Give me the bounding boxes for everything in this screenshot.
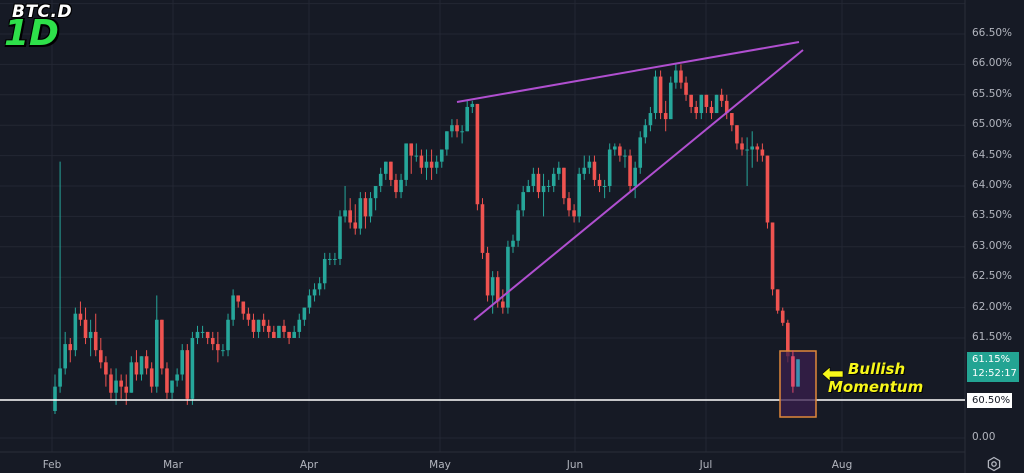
lower-trendline[interactable]: [473, 49, 804, 321]
countdown-timer: 12:52:17: [972, 368, 1017, 379]
time-tick-label: Aug: [831, 459, 853, 471]
price-tick-label: 61.50%: [972, 331, 1013, 343]
settings-gear-icon[interactable]: [986, 456, 1002, 472]
time-tick-label: May: [429, 459, 451, 471]
price-tick-label: 63.50%: [972, 209, 1013, 222]
price-tick-label: 65.50%: [972, 87, 1013, 100]
level-price-badge: 60.50%: [967, 393, 1012, 408]
candles: [53, 64, 790, 414]
current-price-badge: 61.15% 12:52:17: [967, 352, 1019, 382]
timeframe-label: 1D: [4, 13, 59, 54]
price-tick-label: 66.00%: [972, 57, 1013, 70]
price-tick-label: 64.00%: [972, 179, 1013, 191]
highlight-candles: [791, 350, 800, 393]
price-tick-label: 63.00%: [972, 239, 1013, 252]
time-tick-label: Feb: [42, 459, 62, 471]
time-tick-label: Apr: [299, 459, 319, 471]
upper-trendline[interactable]: [456, 41, 800, 103]
ticker-symbol: BTC.D: [12, 2, 73, 22]
price-tick-label: 66.50%: [972, 27, 1013, 39]
annotation-line2: Momentum: [828, 378, 924, 396]
time-tick-label: Jul: [699, 459, 713, 471]
price-tick-label: 62.50%: [972, 270, 1013, 283]
price-tick-label: 62.00%: [972, 300, 1013, 313]
price-tick-label: 0.00: [972, 431, 996, 443]
time-tick-label: Mar: [163, 459, 183, 471]
annotation-text: Bullish Momentum: [828, 360, 923, 396]
price-tick-label: 65.00%: [972, 118, 1013, 131]
annotation-line1: Bullish: [848, 360, 906, 378]
current-price: 61.15%: [972, 354, 1011, 365]
time-tick-label: Jun: [566, 459, 584, 471]
price-tick-label: 64.50%: [972, 148, 1013, 161]
arrow-left-icon: [822, 367, 844, 381]
